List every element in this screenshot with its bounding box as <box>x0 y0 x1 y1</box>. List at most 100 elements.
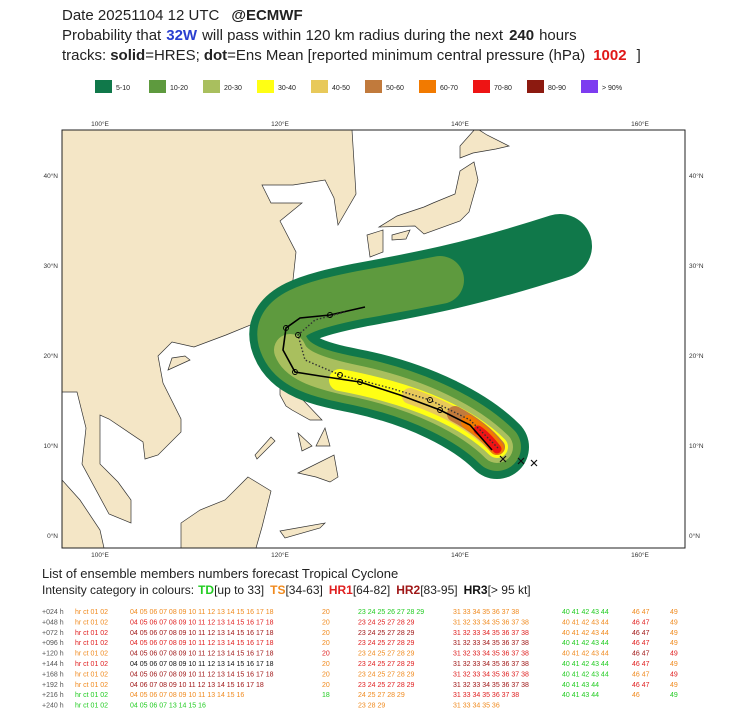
member-numbers: 40 41 42 43 44 <box>562 609 609 616</box>
lon-label: 120°E <box>271 120 289 128</box>
member-numbers: 40 41 43 44 <box>562 692 599 699</box>
member-numbers: 04 05 06 07 08 09 10 11 12 13 14 15 16 1… <box>130 619 274 626</box>
member-numbers: 31 32 33 34 35 36 37 38 <box>453 661 529 668</box>
intensity-line: Intensity category in colours: TD[up to 3… <box>42 583 531 597</box>
legend-swatch <box>581 80 598 93</box>
member-numbers: 40 41 42 43 44 <box>562 630 609 637</box>
member-numbers: 04 05 06 07 08 09 10 11 13 14 15 16 <box>130 692 244 699</box>
row-label: +240 h <box>42 703 64 710</box>
map-frame <box>61 129 686 549</box>
member-numbers: 46 47 <box>632 671 650 678</box>
row-label: +216 h <box>42 692 64 699</box>
lat-label: 40°N <box>43 172 58 180</box>
member-numbers: hr ct 01 02 <box>75 609 108 616</box>
member-numbers: 31 32 33 34 35 36 37 38 <box>453 630 529 637</box>
member-numbers: 18 <box>322 692 330 699</box>
member-numbers: 40 41 43 44 <box>562 682 599 689</box>
member-numbers: 20 <box>322 609 330 616</box>
text: =Ens Mean [reported minimum central pres… <box>227 47 585 64</box>
header-line-1: Date 20251104 12 UTC @ECMWF <box>62 7 303 24</box>
member-numbers: 04 05 06 07 08 09 10 11 12 13 14 15 16 1… <box>130 630 274 637</box>
member-numbers: hr ct 01 02 <box>75 703 108 710</box>
text: hours <box>539 27 577 44</box>
member-numbers: 23 24 25 27 28 29 <box>358 619 415 626</box>
text: solid <box>110 47 145 64</box>
land <box>279 522 327 539</box>
legend-swatch <box>311 80 328 93</box>
member-numbers: 20 <box>322 671 330 678</box>
member-numbers: 04 05 06 07 08 09 10 11 12 13 14 15 16 1… <box>130 651 274 658</box>
member-numbers: 46 47 <box>632 640 650 647</box>
land <box>297 431 313 452</box>
text: tracks: <box>62 47 106 64</box>
member-numbers: 31 32 33 34 35 36 37 38 <box>453 640 529 647</box>
member-numbers: 49 <box>670 661 678 668</box>
text: ] <box>637 47 641 64</box>
member-numbers: 04 05 06 07 08 09 10 11 12 13 14 15 16 1… <box>130 640 274 647</box>
member-numbers: 46 47 <box>632 609 650 616</box>
member-numbers: 40 41 42 43 44 <box>562 640 609 647</box>
date: Date 20251104 12 UTC <box>62 7 219 24</box>
row-label: +024 h <box>42 609 64 616</box>
member-numbers: 46 47 <box>632 661 650 668</box>
member-numbers: hr ct 01 02 <box>75 630 108 637</box>
member-numbers: hr ct 01 02 <box>75 640 108 647</box>
category-range: [64-82] <box>353 583 390 597</box>
row-label: +072 h <box>42 630 64 637</box>
legend-swatch <box>203 80 220 93</box>
member-numbers: 49 <box>670 682 678 689</box>
legend-label: 20-30 <box>224 85 242 92</box>
member-numbers: 31 33 34 35 36 <box>453 703 500 710</box>
member-numbers: 04 05 06 07 08 09 10 11 12 13 14 15 16 1… <box>130 671 274 678</box>
header-line-3: tracks: solid=HRES; dot=Ens Mean [reported… <box>62 47 641 64</box>
member-numbers: hr ct 01 02 <box>75 692 108 699</box>
legend-swatch <box>473 80 490 93</box>
member-numbers: 49 <box>670 630 678 637</box>
hours: 240 <box>509 27 534 44</box>
land <box>254 436 276 460</box>
legend-label: 60-70 <box>440 85 458 92</box>
legend: 5-10 10-20 20-30 30-40 40-50 50-60 60-70 70-80 8… <box>95 80 622 93</box>
hres-track <box>282 306 493 451</box>
legend-label: 40-50 <box>332 85 350 92</box>
list-title: List of ensemble members numbers forecas… <box>42 566 398 581</box>
land <box>62 130 357 524</box>
text: dot <box>204 47 227 64</box>
header-line-2: Probability that 32W will pass within 120 … <box>62 27 577 44</box>
member-numbers: 46 <box>632 692 640 699</box>
lon-label: 140°E <box>451 551 469 559</box>
row-label: +192 h <box>42 682 64 689</box>
row-label: +144 h <box>42 661 64 668</box>
member-numbers: hr ct 01 02 <box>75 619 108 626</box>
member-numbers: 49 <box>670 692 678 699</box>
text: Probability that <box>62 27 162 44</box>
text: will pass within 120 km radius during th… <box>201 27 504 44</box>
legend-swatch <box>149 80 166 93</box>
land <box>459 130 511 159</box>
lat-label: 10°N <box>43 442 58 450</box>
member-numbers: hr ct 01 02 <box>75 651 108 658</box>
lon-label: 100°E <box>91 551 109 559</box>
member-numbers: 49 <box>670 651 678 658</box>
land <box>167 355 191 371</box>
lon-label: 160°E <box>631 120 649 128</box>
member-numbers: 04 05 06 07 13 14 15 16 <box>130 703 206 710</box>
member-numbers: 04 06 07 08 09 10 11 12 13 14 15 16 17 1… <box>130 682 264 689</box>
legend-swatch <box>365 80 382 93</box>
row-label: +168 h <box>42 671 64 678</box>
category-name: HR1 <box>329 583 353 597</box>
category-name: HR2 <box>396 583 420 597</box>
pressure: 1002 <box>593 47 626 64</box>
source: @ECMWF <box>231 7 302 24</box>
storm-id: 32W <box>166 27 198 44</box>
observed-positions <box>499 455 538 467</box>
category-name: HR3 <box>464 583 488 597</box>
member-numbers: hr ct 01 02 <box>75 682 108 689</box>
member-numbers: 23 24 25 27 28 29 <box>358 640 415 647</box>
member-numbers: 23 24 25 27 28 29 <box>358 671 415 678</box>
category-name: TD <box>198 583 214 597</box>
lat-label: 10°N <box>689 442 704 450</box>
member-numbers: 31 32 33 34 35 36 37 38 <box>453 682 529 689</box>
member-numbers: 49 <box>670 609 678 616</box>
member-numbers: 20 <box>322 640 330 647</box>
